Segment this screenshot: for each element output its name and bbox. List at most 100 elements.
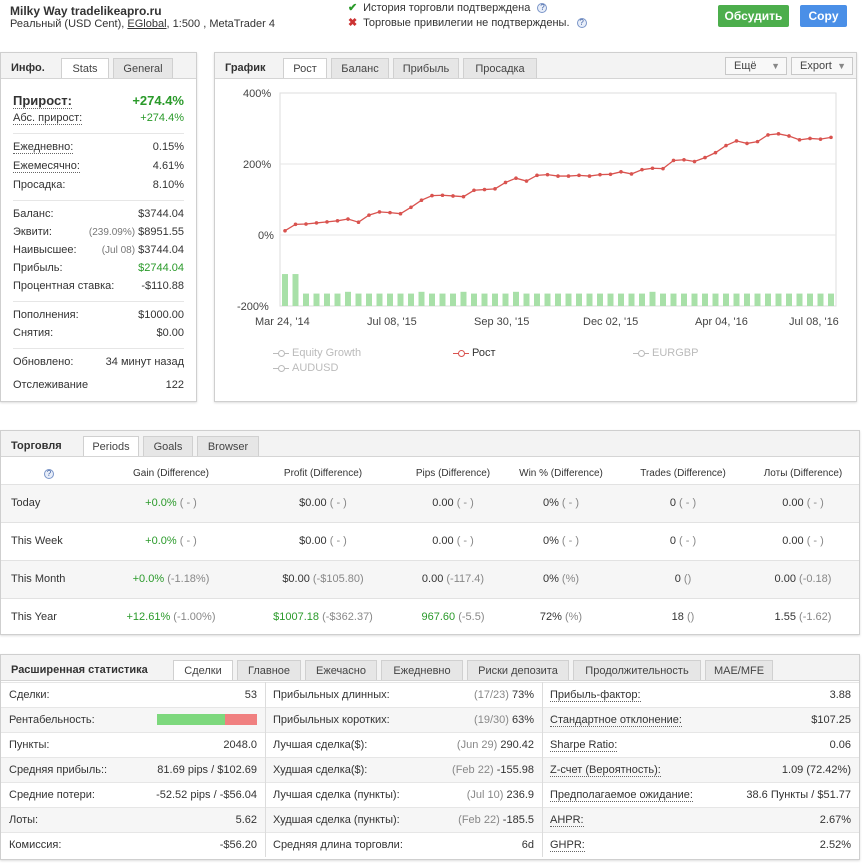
stat-label[interactable]: GHPR: — [550, 839, 585, 852]
cell-pips: 967.60 (-5.5) — [383, 611, 523, 623]
tab-mae-mfe[interactable]: MAE/MFE — [705, 660, 773, 680]
stat-label[interactable]: Прибыль-фактор: — [550, 689, 641, 702]
growth-point[interactable] — [283, 228, 287, 233]
cell-pips: 0.00 (-117.4) — [383, 573, 523, 585]
growth-point[interactable] — [482, 187, 487, 192]
tab-trades[interactable]: Сделки — [173, 660, 233, 680]
growth-point[interactable] — [682, 157, 686, 162]
balance-label: Баланс: — [13, 208, 54, 220]
growth-point[interactable] — [640, 167, 644, 172]
growth-point[interactable] — [461, 194, 466, 199]
growth-point[interactable] — [388, 210, 392, 215]
daily-label[interactable]: Ежедневно: — [13, 141, 74, 154]
bar-mark — [660, 293, 666, 306]
growth-point[interactable] — [713, 150, 718, 155]
growth-point[interactable] — [440, 193, 445, 198]
growth-point[interactable] — [671, 158, 676, 163]
growth-point[interactable] — [535, 173, 539, 178]
tab-browser[interactable]: Browser — [197, 436, 259, 456]
stat-label[interactable]: Предполагаемое ожидание: — [550, 789, 693, 802]
legend-growth[interactable]: Рост — [453, 347, 496, 359]
copy-button[interactable]: Copy — [800, 5, 847, 27]
growth-point[interactable] — [419, 198, 424, 203]
growth-point[interactable] — [356, 220, 361, 225]
growth-point[interactable] — [503, 180, 508, 185]
tab-drawdown[interactable]: Просадка — [463, 58, 537, 78]
tab-periods[interactable]: Periods — [83, 436, 139, 456]
growth-point[interactable] — [514, 176, 518, 180]
growth-point[interactable] — [598, 172, 602, 177]
growth-point[interactable] — [398, 211, 403, 216]
tab-balance[interactable]: Баланс — [331, 58, 389, 78]
growth-point[interactable] — [377, 210, 382, 214]
discuss-button[interactable]: Обсудить — [718, 5, 789, 27]
growth-point[interactable] — [493, 187, 497, 191]
tab-duration[interactable]: Продолжительность — [573, 660, 701, 680]
growth-point[interactable] — [797, 138, 802, 142]
tab-stats[interactable]: Stats — [61, 58, 109, 78]
growth-point[interactable] — [587, 174, 592, 178]
growth-point[interactable] — [409, 205, 413, 210]
growth-point[interactable] — [545, 172, 550, 177]
growth-point[interactable] — [556, 174, 560, 178]
stat-label[interactable]: Sharpe Ratio: — [550, 739, 618, 752]
growth-point[interactable] — [808, 136, 812, 141]
growth-point[interactable] — [734, 139, 739, 143]
growth-point[interactable] — [325, 220, 329, 224]
growth-point[interactable] — [367, 213, 371, 217]
growth-point[interactable] — [766, 133, 770, 137]
tab-deposit-risks[interactable]: Риски депозита — [467, 660, 569, 680]
stat-label[interactable]: Стандартное отклонение: — [550, 714, 682, 727]
growth-point[interactable] — [818, 137, 823, 141]
growth-point[interactable] — [304, 222, 308, 226]
stat-label[interactable]: Z-счет (Вероятность): — [550, 764, 661, 777]
broker-link[interactable]: EGlobal — [127, 18, 167, 30]
tab-main[interactable]: Главное — [237, 660, 301, 680]
growth-point[interactable] — [692, 159, 697, 164]
growth-point[interactable] — [724, 143, 728, 148]
tab-growth[interactable]: Рост — [283, 58, 327, 78]
monthly-label[interactable]: Ежемесячно: — [13, 160, 80, 173]
growth-point[interactable] — [661, 166, 665, 171]
growth-point[interactable] — [829, 135, 833, 140]
growth-label[interactable]: Прирост: — [13, 93, 72, 109]
tab-daily[interactable]: Ежедневно — [381, 660, 463, 680]
help-icon[interactable]: ? — [576, 18, 587, 29]
legend-equity-growth[interactable]: Equity Growth — [273, 347, 361, 359]
growth-point[interactable] — [619, 170, 623, 174]
growth-point[interactable] — [577, 173, 581, 178]
export-dropdown[interactable]: Export ▼ — [791, 57, 853, 75]
legend-audusd[interactable]: AUDUSD — [273, 362, 338, 374]
growth-point[interactable] — [608, 172, 613, 177]
growth-point[interactable] — [629, 172, 634, 176]
help-icon[interactable]: ? — [537, 3, 548, 14]
system-title[interactable]: Milky Way tradelikeapro.ru — [10, 4, 162, 18]
growth-point[interactable] — [346, 217, 350, 221]
help-icon[interactable]: ? — [44, 468, 54, 479]
growth-point[interactable] — [776, 132, 781, 136]
growth-point[interactable] — [745, 141, 749, 146]
tab-general[interactable]: General — [113, 58, 173, 78]
growth-point[interactable] — [335, 219, 340, 223]
growth-point[interactable] — [650, 166, 655, 171]
abs-growth-value: +274.4% — [140, 112, 184, 124]
growth-point[interactable] — [293, 222, 298, 227]
growth-point[interactable] — [566, 174, 571, 178]
bar-mark — [387, 293, 393, 306]
growth-point[interactable] — [314, 221, 319, 225]
growth-point[interactable] — [703, 155, 707, 160]
growth-point[interactable] — [787, 134, 791, 138]
stat-label[interactable]: AHPR: — [550, 814, 584, 827]
growth-point[interactable] — [451, 194, 455, 198]
growth-point[interactable] — [472, 188, 476, 193]
bar-mark — [450, 293, 456, 306]
abs-growth-label[interactable]: Абс. прирост: — [13, 112, 83, 125]
growth-point[interactable] — [755, 139, 760, 144]
growth-point[interactable] — [524, 179, 529, 183]
tab-hourly[interactable]: Ежечасно — [305, 660, 377, 680]
more-dropdown[interactable]: Ещё ▼ — [725, 57, 787, 75]
legend-eurgbp[interactable]: EURGBP — [633, 347, 698, 359]
growth-point[interactable] — [430, 193, 434, 198]
tab-goals[interactable]: Goals — [143, 436, 193, 456]
tab-profit[interactable]: Прибыль — [393, 58, 459, 78]
